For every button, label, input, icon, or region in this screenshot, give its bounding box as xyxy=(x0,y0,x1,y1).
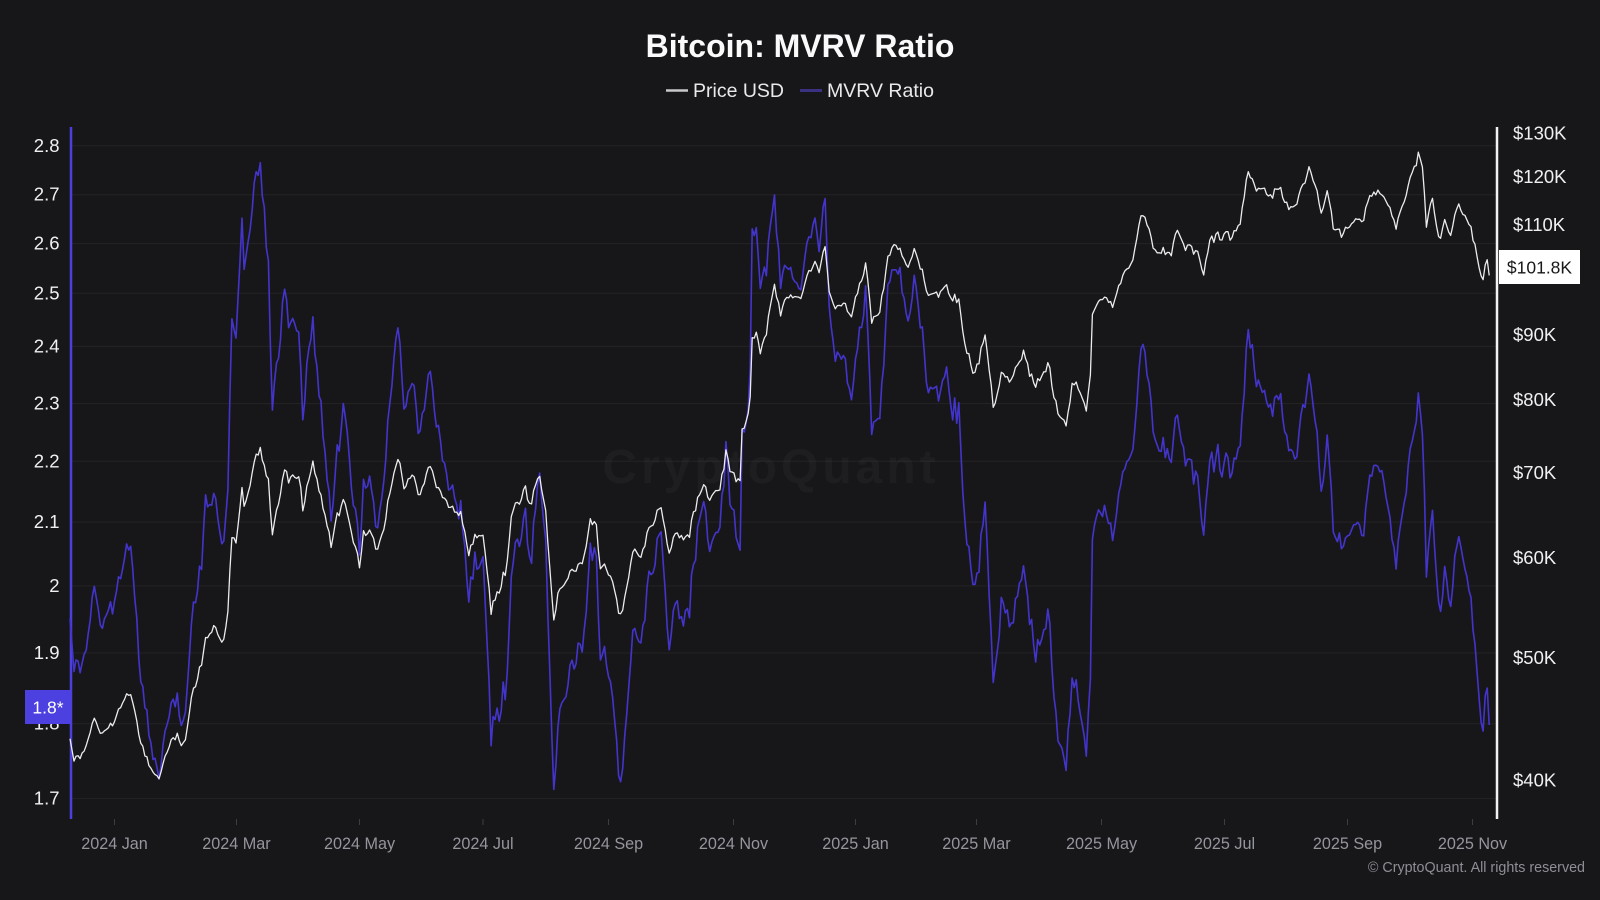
svg-text:$70K: $70K xyxy=(1513,462,1557,483)
svg-text:2025 Mar: 2025 Mar xyxy=(942,835,1011,853)
svg-text:2.1: 2.1 xyxy=(34,511,60,532)
svg-text:2.7: 2.7 xyxy=(34,184,60,205)
svg-text:2025 Sep: 2025 Sep xyxy=(1313,835,1382,853)
svg-text:© CryptoQuant. All rights rese: © CryptoQuant. All rights reserved xyxy=(1368,860,1585,876)
svg-text:$120K: $120K xyxy=(1513,166,1567,187)
svg-text:1.8*: 1.8* xyxy=(32,698,63,718)
svg-text:1.9: 1.9 xyxy=(34,642,60,663)
svg-text:2.2: 2.2 xyxy=(34,450,60,471)
svg-text:2.6: 2.6 xyxy=(34,233,60,254)
svg-text:2024 Jan: 2024 Jan xyxy=(81,835,148,853)
svg-text:2024 Mar: 2024 Mar xyxy=(202,835,271,853)
svg-text:$101.8K: $101.8K xyxy=(1507,258,1573,278)
svg-text:2025 Jul: 2025 Jul xyxy=(1194,835,1255,853)
svg-text:$90K: $90K xyxy=(1513,324,1557,345)
svg-text:$50K: $50K xyxy=(1513,647,1557,668)
svg-text:$110K: $110K xyxy=(1513,214,1566,235)
svg-text:2: 2 xyxy=(49,575,59,596)
svg-text:MVRV Ratio: MVRV Ratio xyxy=(827,80,934,102)
svg-text:2024 May: 2024 May xyxy=(324,835,396,853)
svg-text:2025 Jan: 2025 Jan xyxy=(822,835,889,853)
svg-text:2.5: 2.5 xyxy=(34,282,60,303)
svg-text:2024 Sep: 2024 Sep xyxy=(574,835,643,853)
svg-text:Price USD: Price USD xyxy=(693,80,784,102)
svg-text:2024 Jul: 2024 Jul xyxy=(452,835,513,853)
svg-text:2.4: 2.4 xyxy=(34,335,60,356)
svg-text:$130K: $130K xyxy=(1513,122,1567,143)
svg-text:CryptoQuant: CryptoQuant xyxy=(602,441,939,494)
svg-text:Bitcoin: MVRV Ratio: Bitcoin: MVRV Ratio xyxy=(646,28,955,64)
svg-text:2025 May: 2025 May xyxy=(1066,835,1138,853)
svg-text:2024 Nov: 2024 Nov xyxy=(699,835,769,853)
svg-text:$40K: $40K xyxy=(1513,770,1557,791)
svg-text:$80K: $80K xyxy=(1513,389,1557,410)
svg-text:2.3: 2.3 xyxy=(34,393,60,414)
svg-text:$60K: $60K xyxy=(1513,547,1557,568)
svg-text:1.7: 1.7 xyxy=(34,788,60,809)
svg-text:2.8: 2.8 xyxy=(34,135,60,156)
svg-text:2025 Nov: 2025 Nov xyxy=(1438,835,1508,853)
